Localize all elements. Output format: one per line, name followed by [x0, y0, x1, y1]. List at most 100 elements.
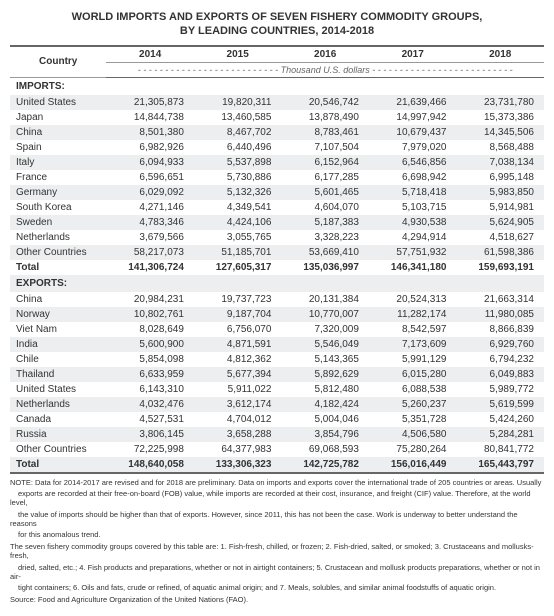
exports-total-row-value: 142,725,782: [281, 457, 369, 473]
export-row-country: Other Countries: [10, 442, 106, 457]
import-row-value: 5,983,850: [456, 185, 544, 200]
header-year-2015: 2015: [194, 46, 282, 63]
import-row-value: 5,537,898: [194, 155, 282, 170]
export-row: Canada4,527,5314,704,0125,004,0465,351,7…: [10, 412, 544, 427]
export-row-value: 5,143,365: [281, 352, 369, 367]
note-line: Source: Food and Agriculture Organizatio…: [10, 595, 544, 604]
import-row-value: 6,698,942: [369, 170, 457, 185]
header-year-2016: 2016: [281, 46, 369, 63]
export-row-value: 6,756,070: [194, 322, 282, 337]
import-row-value: 14,844,738: [106, 110, 194, 125]
export-row-country: Canada: [10, 412, 106, 427]
export-row-value: 11,282,174: [369, 307, 457, 322]
export-row-value: 80,841,772: [456, 442, 544, 457]
exports-total-row-value: 148,640,058: [106, 457, 194, 473]
note-line: NOTE: Data for 2014-2017 are revised and…: [10, 478, 544, 487]
export-row-value: 4,871,591: [194, 337, 282, 352]
import-row: Italy6,094,9335,537,8986,152,9646,546,85…: [10, 155, 544, 170]
export-row-value: 21,663,314: [456, 292, 544, 307]
note-line: exports are recorded at their free-on-bo…: [10, 489, 544, 508]
import-row-value: 53,669,410: [281, 245, 369, 260]
import-row-value: 4,294,914: [369, 230, 457, 245]
import-row-value: 5,103,715: [369, 200, 457, 215]
export-row: Norway10,802,7619,187,70410,770,00711,28…: [10, 307, 544, 322]
import-row-value: 58,217,073: [106, 245, 194, 260]
exports-total-row: Total148,640,058133,306,323142,725,78215…: [10, 457, 544, 473]
import-row-value: 4,930,538: [369, 215, 457, 230]
title-line-1: WORLD IMPORTS AND EXPORTS OF SEVEN FISHE…: [72, 11, 483, 23]
export-row: Chile5,854,0984,812,3625,143,3655,991,12…: [10, 352, 544, 367]
export-row-country: Viet Nam: [10, 322, 106, 337]
export-row-value: 4,182,424: [281, 397, 369, 412]
export-row-country: China: [10, 292, 106, 307]
export-row-value: 5,991,129: [369, 352, 457, 367]
import-row-value: 7,038,134: [456, 155, 544, 170]
export-row: United States6,143,3105,911,0225,812,480…: [10, 382, 544, 397]
export-row-value: 5,854,098: [106, 352, 194, 367]
import-row-country: Italy: [10, 155, 106, 170]
export-row-value: 5,911,022: [194, 382, 282, 397]
import-row-value: 23,731,780: [456, 95, 544, 110]
exports-header: EXPORTS:: [10, 275, 544, 292]
export-row-value: 8,866,839: [456, 322, 544, 337]
import-row-value: 5,132,326: [194, 185, 282, 200]
import-row-value: 8,568,488: [456, 140, 544, 155]
export-row-value: 7,320,009: [281, 322, 369, 337]
export-row-value: 6,088,538: [369, 382, 457, 397]
export-row-value: 6,929,760: [456, 337, 544, 352]
export-row-value: 8,028,649: [106, 322, 194, 337]
import-row-value: 8,783,461: [281, 125, 369, 140]
import-row-value: 6,995,148: [456, 170, 544, 185]
import-row-value: 20,546,742: [281, 95, 369, 110]
export-row-value: 8,542,597: [369, 322, 457, 337]
export-row-value: 20,131,384: [281, 292, 369, 307]
import-row-value: 7,107,504: [281, 140, 369, 155]
import-row-value: 5,730,886: [194, 170, 282, 185]
export-row-value: 5,260,237: [369, 397, 457, 412]
import-row-value: 6,094,933: [106, 155, 194, 170]
import-row-value: 6,440,496: [194, 140, 282, 155]
import-row-country: France: [10, 170, 106, 185]
import-row-value: 13,878,490: [281, 110, 369, 125]
import-row-value: 5,914,981: [456, 200, 544, 215]
import-row: Other Countries58,217,07351,185,70153,66…: [10, 245, 544, 260]
table-title: WORLD IMPORTS AND EXPORTS OF SEVEN FISHE…: [10, 10, 544, 39]
import-row-country: South Korea: [10, 200, 106, 215]
export-row-value: 3,806,145: [106, 427, 194, 442]
import-row-country: Sweden: [10, 215, 106, 230]
export-row-value: 5,619,599: [456, 397, 544, 412]
export-row-value: 4,032,476: [106, 397, 194, 412]
export-row-value: 6,794,232: [456, 352, 544, 367]
export-row: China20,984,23119,737,72320,131,38420,52…: [10, 292, 544, 307]
export-row-value: 4,527,531: [106, 412, 194, 427]
import-row-value: 15,373,386: [456, 110, 544, 125]
export-row-value: 72,225,998: [106, 442, 194, 457]
export-row-value: 69,068,593: [281, 442, 369, 457]
import-row-value: 4,271,146: [106, 200, 194, 215]
import-row: Sweden4,783,3464,424,1065,187,3834,930,5…: [10, 215, 544, 230]
import-row-country: Spain: [10, 140, 106, 155]
title-line-2: BY LEADING COUNTRIES, 2014-2018: [180, 25, 374, 37]
export-row-value: 11,980,085: [456, 307, 544, 322]
import-row-value: 8,501,380: [106, 125, 194, 140]
export-row-country: Netherlands: [10, 397, 106, 412]
import-row-country: Japan: [10, 110, 106, 125]
import-row-value: 19,820,311: [194, 95, 282, 110]
import-row-value: 51,185,701: [194, 245, 282, 260]
imports-total-row-value: 146,341,180: [369, 260, 457, 275]
import-row: France6,596,6515,730,8866,177,2856,698,9…: [10, 170, 544, 185]
import-row-value: 4,518,627: [456, 230, 544, 245]
export-row-value: 5,892,629: [281, 367, 369, 382]
import-row-value: 6,177,285: [281, 170, 369, 185]
import-row-value: 6,029,092: [106, 185, 194, 200]
exports-total-row-value: 133,306,323: [194, 457, 282, 473]
import-row: South Korea4,271,1464,349,5414,604,0705,…: [10, 200, 544, 215]
import-row-value: 3,679,566: [106, 230, 194, 245]
export-row-value: 5,546,049: [281, 337, 369, 352]
export-row-value: 7,173,609: [369, 337, 457, 352]
import-row-value: 4,783,346: [106, 215, 194, 230]
export-row-value: 6,049,883: [456, 367, 544, 382]
import-row-value: 14,345,506: [456, 125, 544, 140]
export-row-value: 5,424,260: [456, 412, 544, 427]
export-row-value: 3,658,288: [194, 427, 282, 442]
